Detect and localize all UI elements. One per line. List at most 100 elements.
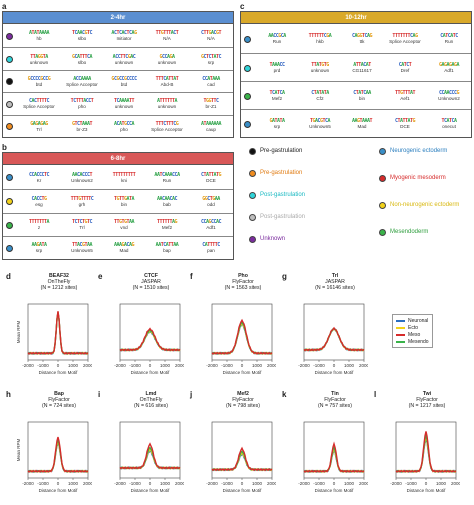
sequence-logo: CATTTTC bbox=[202, 242, 220, 249]
sequence-logo: AATCAAACCA bbox=[154, 171, 180, 178]
motif-name: ttk bbox=[359, 39, 365, 44]
motif-name: vnd bbox=[120, 225, 128, 231]
motif-name: Run bbox=[444, 39, 454, 44]
motif-cell: CTATCAA bin bbox=[340, 90, 384, 101]
profile-plot-bap: h Bap FlyFactor (N = 724 sites) -2000 -1000 0 1… bbox=[6, 390, 92, 500]
motif-row: TTAGGTA unknown GCATTTCA slbo ACCTTCGAC unkno… bbox=[3, 47, 233, 69]
x-tick-label: 0 bbox=[241, 481, 244, 486]
plot-title-source: JASPAR bbox=[325, 279, 345, 285]
motif-cell: ACCAAAA Splice Acceptor bbox=[60, 76, 104, 87]
motif-name: CG11617 bbox=[352, 68, 372, 73]
motif-name: Initiator bbox=[116, 36, 132, 42]
series-legend-label: Ecto bbox=[408, 324, 419, 331]
panel-letter: k bbox=[282, 390, 287, 399]
series-line-neuronal bbox=[303, 328, 365, 352]
motif-cell: GCTCTATC srp bbox=[189, 54, 233, 65]
series-line-neuronal bbox=[27, 312, 89, 356]
cell-type-dot-icon bbox=[244, 64, 251, 72]
x-tick-label: -1000 bbox=[129, 363, 141, 368]
cell-type-dot-icon bbox=[6, 123, 13, 131]
panel-letter-c: c bbox=[240, 2, 245, 11]
legend-item: Pre-gastrulation bbox=[249, 170, 349, 177]
legend-dot-icon bbox=[379, 175, 386, 182]
plot-frame bbox=[27, 421, 89, 479]
x-tick-label: -2000 bbox=[206, 363, 218, 368]
legend-dot-icon bbox=[249, 170, 256, 177]
sequence-logo: AACACCCT bbox=[71, 171, 93, 178]
x-tick-label: -1000 bbox=[37, 363, 49, 368]
x-tick-label: 1000 bbox=[252, 481, 263, 486]
panel-letter: h bbox=[6, 390, 11, 399]
series-line-mesendo bbox=[211, 321, 272, 355]
x-axis-label: Distance from Motif bbox=[315, 488, 355, 493]
motif-name: Aef1 bbox=[400, 96, 410, 101]
sequence-logo: TGGTTC bbox=[203, 98, 219, 105]
motif-cell: TCATCA Mef2 bbox=[255, 90, 299, 101]
legend-dot-icon bbox=[249, 192, 256, 199]
x-tick-label: -1000 bbox=[37, 481, 49, 486]
series-line-ecto bbox=[27, 439, 89, 474]
motif-cell: TTTCATTAT Abd-B bbox=[145, 76, 189, 87]
sequence-logo: ACCTTCGAC bbox=[112, 53, 136, 60]
series-swatch-icon bbox=[396, 319, 405, 322]
motif-cell: TTTTTTAG Mef2 bbox=[145, 219, 189, 230]
motif-name: Unknown5 bbox=[309, 124, 331, 129]
x-tick-label: 1000 bbox=[344, 481, 355, 486]
motif-cell: CTTGACGT N/A bbox=[189, 30, 233, 41]
profile-plot-mef2: j Mef2 FlyFactor (N = 798 sites) -2000 -1000 0… bbox=[190, 390, 276, 500]
series-line-meso bbox=[395, 431, 457, 473]
sequence-logo: GCTCTATC bbox=[200, 53, 222, 60]
series-line-ecto bbox=[27, 312, 89, 356]
x-tick-label: -2000 bbox=[114, 481, 126, 486]
profile-chart: -2000 -1000 0 1000 2000 Distance from Motif bbox=[390, 421, 460, 493]
plot-title-n: (N = 757 sites) bbox=[318, 403, 352, 409]
motif-cell: GAGAGAGA Adf1 bbox=[427, 62, 471, 73]
table-header-2-4hr: 2-4hr bbox=[3, 12, 233, 24]
motif-name: Trl bbox=[79, 225, 85, 231]
sequence-logo: GCCAGA bbox=[159, 53, 175, 60]
motif-cell: CAGGTCAG ttk bbox=[340, 33, 384, 44]
sequence-logo: CCAACCCG bbox=[438, 90, 460, 96]
profile-chart: -2000 -1000 0 1000 2000 Distance from Motif Me… bbox=[16, 303, 92, 375]
sequence-logo: AAAGACAG bbox=[113, 242, 135, 249]
cell-type-dot-icon bbox=[6, 244, 13, 252]
sequence-logo: ATTTTTTA bbox=[156, 98, 178, 105]
x-tick-label: 2000 bbox=[175, 363, 184, 368]
motif-cell: TTGTGTAA vnd bbox=[102, 219, 146, 230]
x-tick-label: 2000 bbox=[359, 363, 368, 368]
series-swatch-icon bbox=[396, 326, 405, 329]
motif-row: CCACCCTC Kr AACACCCT Unknown2 TTTTTTTTT kni AA… bbox=[3, 166, 233, 189]
sequence-logo: AAGATA bbox=[31, 242, 47, 249]
motif-cell: TTTGTTTTC grh bbox=[60, 196, 104, 207]
motif-name: Abd-B bbox=[160, 81, 174, 87]
motif-cell: TGGTTC br-Z1 bbox=[189, 98, 233, 109]
panel-letter: e bbox=[98, 272, 103, 281]
motif-cell: TCTCTGTC Trl bbox=[60, 219, 104, 230]
legend-item: Myogenic mesoderm bbox=[379, 175, 471, 182]
legend-item: Pre-gastrulation bbox=[249, 148, 349, 155]
motif-cell: CTATATA Cf2 bbox=[298, 90, 342, 101]
motif-cell: CATCATC Run bbox=[427, 33, 471, 44]
legend-label: Myogenic mesoderm bbox=[390, 175, 446, 182]
motif-name: N/A bbox=[207, 36, 215, 42]
cell-type-dot-icon bbox=[6, 56, 13, 64]
motif-cell: TTTTTTTA z bbox=[17, 219, 61, 230]
x-tick-label: 1000 bbox=[344, 363, 355, 368]
series-line-meso bbox=[119, 327, 181, 352]
motif-cell: TTTTTTCGA hkb bbox=[298, 33, 342, 44]
sequence-logo: CCATAAA bbox=[202, 75, 220, 82]
motif-row: TTTTTTTA z TCTCTGTC Trl TTGTGTAA vnd TTTTTTAG M… bbox=[3, 212, 233, 236]
legend-item: Unknown bbox=[249, 236, 349, 243]
motif-cell: AAGATA srp bbox=[17, 242, 61, 253]
motif-cell: GCATTTCA slbo bbox=[60, 54, 104, 65]
motif-row: TCATCA Mef2 CTATATA Cf2 CTATCAA bin TTGTTTAT Ae… bbox=[241, 81, 471, 109]
motif-cell: ATTTTTTA unknown bbox=[145, 98, 189, 109]
x-axis-label: Distance from Motif bbox=[223, 488, 263, 493]
x-tick-label: 2000 bbox=[83, 481, 92, 486]
sequence-logo: TTGTTTACT bbox=[155, 30, 179, 37]
series-line-neuronal bbox=[211, 324, 273, 355]
motif-cell: ACTCACTCAG Initiator bbox=[102, 30, 146, 41]
sequence-logo: ATAAAAAA bbox=[200, 120, 222, 127]
sequence-logo: TCATCA bbox=[441, 118, 457, 124]
profile-chart: -2000 -1000 0 1000 2000 Distance from Motif bbox=[298, 421, 368, 493]
